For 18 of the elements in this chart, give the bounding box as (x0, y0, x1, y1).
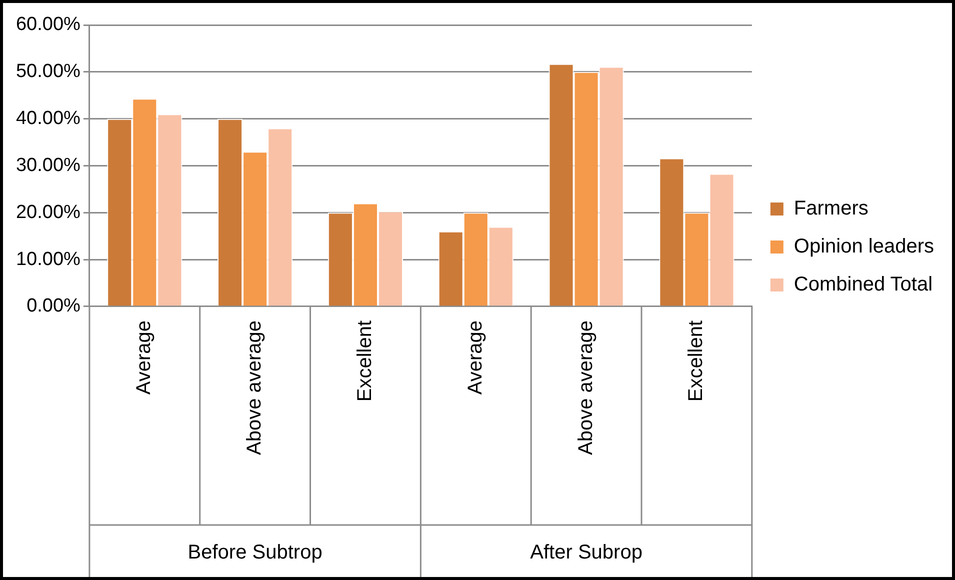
legend-label: Farmers (794, 198, 868, 220)
x-tick-label: Excellent (685, 320, 708, 402)
y-tick-label: 60.00% (16, 14, 81, 36)
y-tick-label: 20.00% (16, 202, 81, 223)
text: Before Subtrop (188, 542, 322, 564)
y-tick-label: 50.00% (16, 61, 81, 82)
x-tick-label: Above average (244, 320, 266, 456)
y-tick-label: 30.00% (16, 154, 81, 176)
x-tick-label: Above average (574, 320, 597, 456)
y-tick-label: 40.00% (16, 108, 81, 130)
x-tick-label: Average (464, 320, 486, 395)
y-tick-label: 10.00% (16, 248, 81, 270)
legend-label: Opinion leaders (794, 236, 934, 258)
x-tick-label: Excellent (354, 320, 376, 402)
y-tick-label: 0.00% (26, 296, 81, 317)
legend-label: Combined Total (794, 274, 933, 296)
text: After Subrop (530, 542, 642, 564)
x-tick-label: Average (133, 320, 156, 395)
